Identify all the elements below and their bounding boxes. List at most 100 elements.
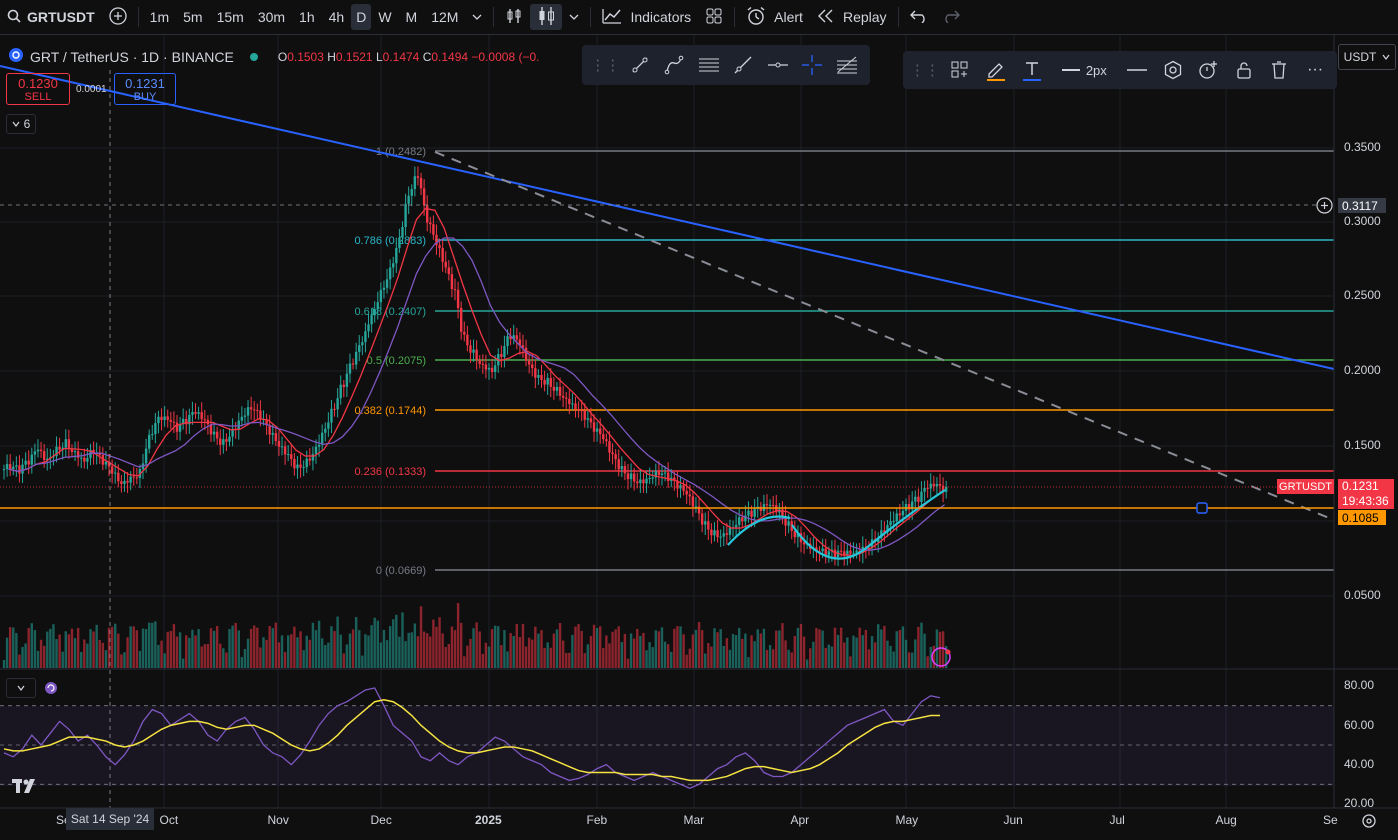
templates-button[interactable] xyxy=(698,4,730,30)
volume-bar xyxy=(107,627,111,668)
candle-body xyxy=(413,176,417,190)
interval-d[interactable]: D xyxy=(351,4,372,30)
indicators-collapse[interactable]: 6 xyxy=(6,114,36,134)
trash-icon[interactable] xyxy=(1267,58,1291,82)
candle-body xyxy=(290,454,293,459)
volume-bar xyxy=(478,631,481,668)
bars-icon xyxy=(505,7,523,28)
rsi-tick-label: 20.00 xyxy=(1344,796,1375,810)
candle-body xyxy=(435,234,438,246)
templates-icon[interactable] xyxy=(948,58,972,82)
volume-bar xyxy=(456,603,460,668)
volume-bar xyxy=(636,628,639,668)
candle-body xyxy=(849,550,852,554)
alert-button[interactable]: Alert xyxy=(739,4,810,30)
candle-body xyxy=(274,433,278,441)
volume-bar xyxy=(589,636,593,668)
time-axis-settings-icon[interactable] xyxy=(1361,813,1377,832)
volume-bar xyxy=(833,627,837,668)
line-style-icon[interactable] xyxy=(1125,58,1149,82)
grid-icon xyxy=(705,7,723,28)
candles-button[interactable] xyxy=(530,4,563,30)
candle-body xyxy=(444,261,447,268)
volume-bar xyxy=(21,646,24,668)
candle-body xyxy=(744,515,747,522)
candle-body xyxy=(181,418,185,425)
drag-handle-icon[interactable]: ⋮⋮ xyxy=(909,62,940,79)
chart-title[interactable]: GRT / TetherUS · 1D · BINANCE xyxy=(30,48,234,65)
path-tool-icon[interactable] xyxy=(662,53,686,77)
add-plus-icon[interactable] xyxy=(1316,197,1333,217)
volume-bar xyxy=(620,642,624,668)
volume-bar xyxy=(648,642,651,668)
symbol-search[interactable]: GRTUSDT xyxy=(0,4,102,30)
horizontal-line-tool-icon[interactable] xyxy=(766,53,790,77)
trendline-tool-icon[interactable] xyxy=(628,53,652,77)
interval-w[interactable]: W xyxy=(378,9,392,25)
volume-bar xyxy=(531,639,534,668)
interval-30m[interactable]: 30m xyxy=(257,9,286,25)
interval-12m[interactable]: 12M xyxy=(431,9,459,25)
volume-bar xyxy=(117,633,120,668)
replay-button[interactable]: Replay xyxy=(810,4,894,30)
candle-body xyxy=(419,177,423,189)
candle-body xyxy=(104,461,108,465)
candle-body xyxy=(611,452,614,455)
interval-5m[interactable]: 5m xyxy=(183,9,203,25)
volume-bar xyxy=(907,652,911,668)
settings-icon[interactable] xyxy=(1161,58,1185,82)
sell-button[interactable]: 0.1230 SELL xyxy=(6,73,70,105)
refresh-icon[interactable] xyxy=(44,681,58,698)
line-width-button[interactable]: 2px xyxy=(1055,58,1113,82)
volume-bar xyxy=(256,627,259,668)
candle-body xyxy=(450,274,454,290)
interval-15m[interactable]: 15m xyxy=(216,9,244,25)
rsi-collapse-button[interactable] xyxy=(6,678,36,698)
volume-bar xyxy=(5,637,9,668)
chart-type-dropdown[interactable] xyxy=(562,4,586,30)
candle-body xyxy=(280,446,284,448)
volume-bar xyxy=(654,630,658,668)
redo-button[interactable] xyxy=(935,4,967,30)
volume-bar xyxy=(147,622,151,668)
more-icon[interactable]: ··· xyxy=(1307,61,1324,78)
candle-body xyxy=(527,360,531,365)
interval-4h[interactable]: 4h xyxy=(328,9,345,25)
price-chart[interactable]: 1 (0.2482)0.786 (0.2883)0.618 (0.2407)0.… xyxy=(0,35,1398,840)
volume-bar xyxy=(33,630,37,668)
interval-dropdown[interactable] xyxy=(465,4,489,30)
volume-bar xyxy=(923,633,926,668)
buy-button[interactable]: 0.1231 BUY xyxy=(114,73,176,105)
currency-select[interactable]: USDT xyxy=(1338,44,1396,70)
chevron-down-icon xyxy=(12,117,20,131)
volume-bar xyxy=(524,646,528,668)
crosshair-tool-icon[interactable] xyxy=(800,53,824,77)
volume-bar xyxy=(181,658,185,668)
interval-1m[interactable]: 1m xyxy=(149,9,170,25)
pencil-color-icon[interactable] xyxy=(984,58,1008,82)
interval-1h[interactable]: 1h xyxy=(299,9,315,25)
fib-level-label: 0.5 (0.2075) xyxy=(367,355,426,367)
volume-bar xyxy=(734,635,738,668)
add-alert-icon[interactable] xyxy=(1196,58,1220,82)
drag-handle-icon[interactable]: ⋮⋮ xyxy=(590,57,621,74)
fib-extension-tool-icon[interactable] xyxy=(835,53,859,77)
price-tick-label: 0.2500 xyxy=(1344,288,1381,302)
volume-bar xyxy=(237,630,240,668)
lock-icon[interactable] xyxy=(1232,58,1256,82)
ray-tool-icon[interactable] xyxy=(731,53,755,77)
compare-button[interactable] xyxy=(102,4,134,30)
undo-button[interactable] xyxy=(903,4,935,30)
fib-tool-icon[interactable] xyxy=(697,53,721,77)
indicators-button[interactable]: Indicators xyxy=(595,4,698,30)
bar-style-button[interactable] xyxy=(498,4,530,30)
interval-m[interactable]: M xyxy=(405,9,418,25)
candle-body xyxy=(707,521,710,530)
volume-bar xyxy=(497,626,500,668)
volume-bar xyxy=(490,629,494,668)
text-color-icon[interactable] xyxy=(1020,58,1044,82)
candle-body xyxy=(802,542,806,545)
volume-bar xyxy=(509,633,512,668)
volume-bar xyxy=(602,648,605,668)
volume-bar xyxy=(657,631,661,668)
